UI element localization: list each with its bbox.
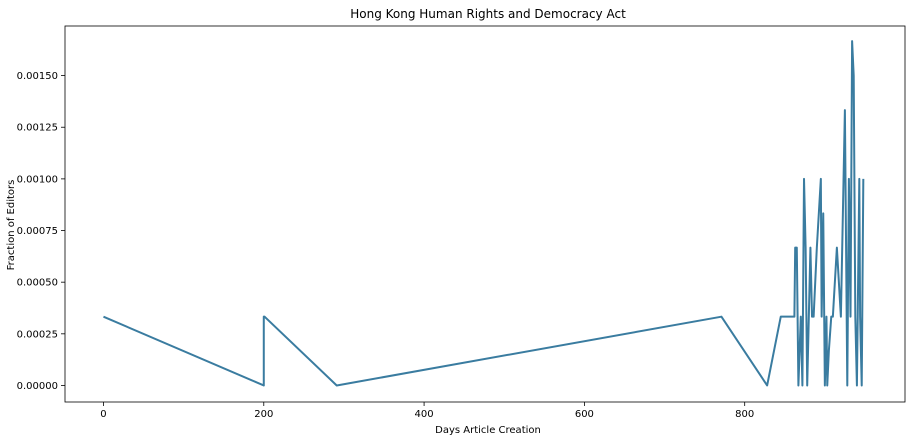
y-tick-label: 0.00150 — [17, 71, 58, 82]
y-tick-label: 0.00000 — [17, 381, 58, 392]
axes-frame — [64, 25, 906, 403]
y-tick-label: 0.00050 — [17, 278, 58, 289]
x-tick-label: 0 — [100, 409, 106, 420]
series-layer — [103, 40, 865, 387]
y-tick-label: 0.00100 — [17, 174, 58, 185]
x-axis-title: Days Article Creation — [435, 425, 541, 436]
plot-area — [64, 25, 906, 403]
y-tick-label: 0.00075 — [17, 226, 58, 237]
x-tick-label: 600 — [575, 409, 594, 420]
y-tick-label: 0.00025 — [17, 329, 58, 340]
y-axis-title: Fraction of Editors — [6, 180, 17, 271]
x-tick-label: 400 — [415, 409, 434, 420]
y-tick-label: 0.00125 — [17, 123, 58, 134]
chart-title: Hong Kong Human Rights and Democracy Act — [350, 7, 626, 21]
series-line-0 — [103, 40, 865, 387]
y-axis: 0.00000 0.00025 0.00050 0.00075 0.00100 0.001… — [17, 71, 65, 392]
x-tick-label: 200 — [254, 409, 273, 420]
x-tick-label: 800 — [735, 409, 754, 420]
x-axis: 0 200 400 600 800 — [100, 402, 754, 420]
